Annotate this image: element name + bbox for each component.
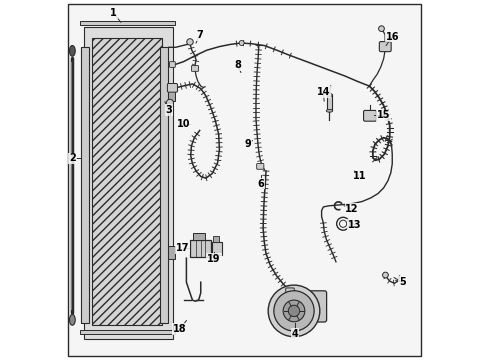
FancyBboxPatch shape (363, 111, 376, 121)
Circle shape (288, 305, 299, 316)
Bar (83, 27, 173, 338)
Bar (212, 236, 219, 242)
Text: 14: 14 (316, 87, 329, 97)
Ellipse shape (325, 109, 332, 112)
Text: 13: 13 (347, 220, 361, 230)
Text: 10: 10 (177, 120, 190, 129)
Text: 18: 18 (173, 324, 186, 334)
FancyBboxPatch shape (191, 66, 198, 71)
Text: 1: 1 (110, 8, 117, 18)
Text: 6: 6 (257, 179, 264, 189)
Bar (192, 233, 204, 240)
Bar (80, 21, 174, 25)
Bar (168, 89, 174, 101)
Circle shape (267, 285, 319, 337)
Circle shape (382, 272, 387, 278)
Bar (326, 95, 331, 110)
Text: 17: 17 (176, 243, 189, 253)
Text: 15: 15 (376, 111, 389, 121)
Bar (92, 39, 162, 325)
Circle shape (378, 26, 384, 32)
Text: 16: 16 (385, 32, 398, 41)
Text: 8: 8 (233, 60, 240, 70)
Bar (190, 240, 210, 257)
Text: 9: 9 (244, 139, 251, 149)
FancyBboxPatch shape (167, 84, 177, 92)
FancyBboxPatch shape (169, 62, 175, 67)
Text: 5: 5 (398, 277, 405, 287)
FancyBboxPatch shape (256, 163, 264, 169)
Bar (168, 246, 174, 259)
Circle shape (283, 300, 304, 322)
Circle shape (186, 39, 193, 45)
Circle shape (239, 41, 244, 45)
Bar (81, 47, 89, 323)
Circle shape (273, 291, 313, 331)
Ellipse shape (69, 45, 75, 56)
Ellipse shape (69, 315, 75, 325)
Text: 11: 11 (352, 171, 365, 181)
Text: 4: 4 (291, 329, 298, 339)
Bar (160, 47, 168, 323)
Text: 2: 2 (69, 153, 76, 163)
Text: 7: 7 (196, 30, 203, 40)
Text: 3: 3 (165, 105, 172, 115)
FancyBboxPatch shape (379, 41, 390, 51)
Bar (211, 242, 221, 255)
Text: 19: 19 (207, 254, 220, 264)
Circle shape (166, 99, 173, 107)
Bar (80, 330, 174, 334)
Text: 12: 12 (345, 204, 358, 214)
Ellipse shape (325, 94, 332, 96)
FancyBboxPatch shape (285, 288, 294, 297)
FancyBboxPatch shape (293, 291, 326, 322)
